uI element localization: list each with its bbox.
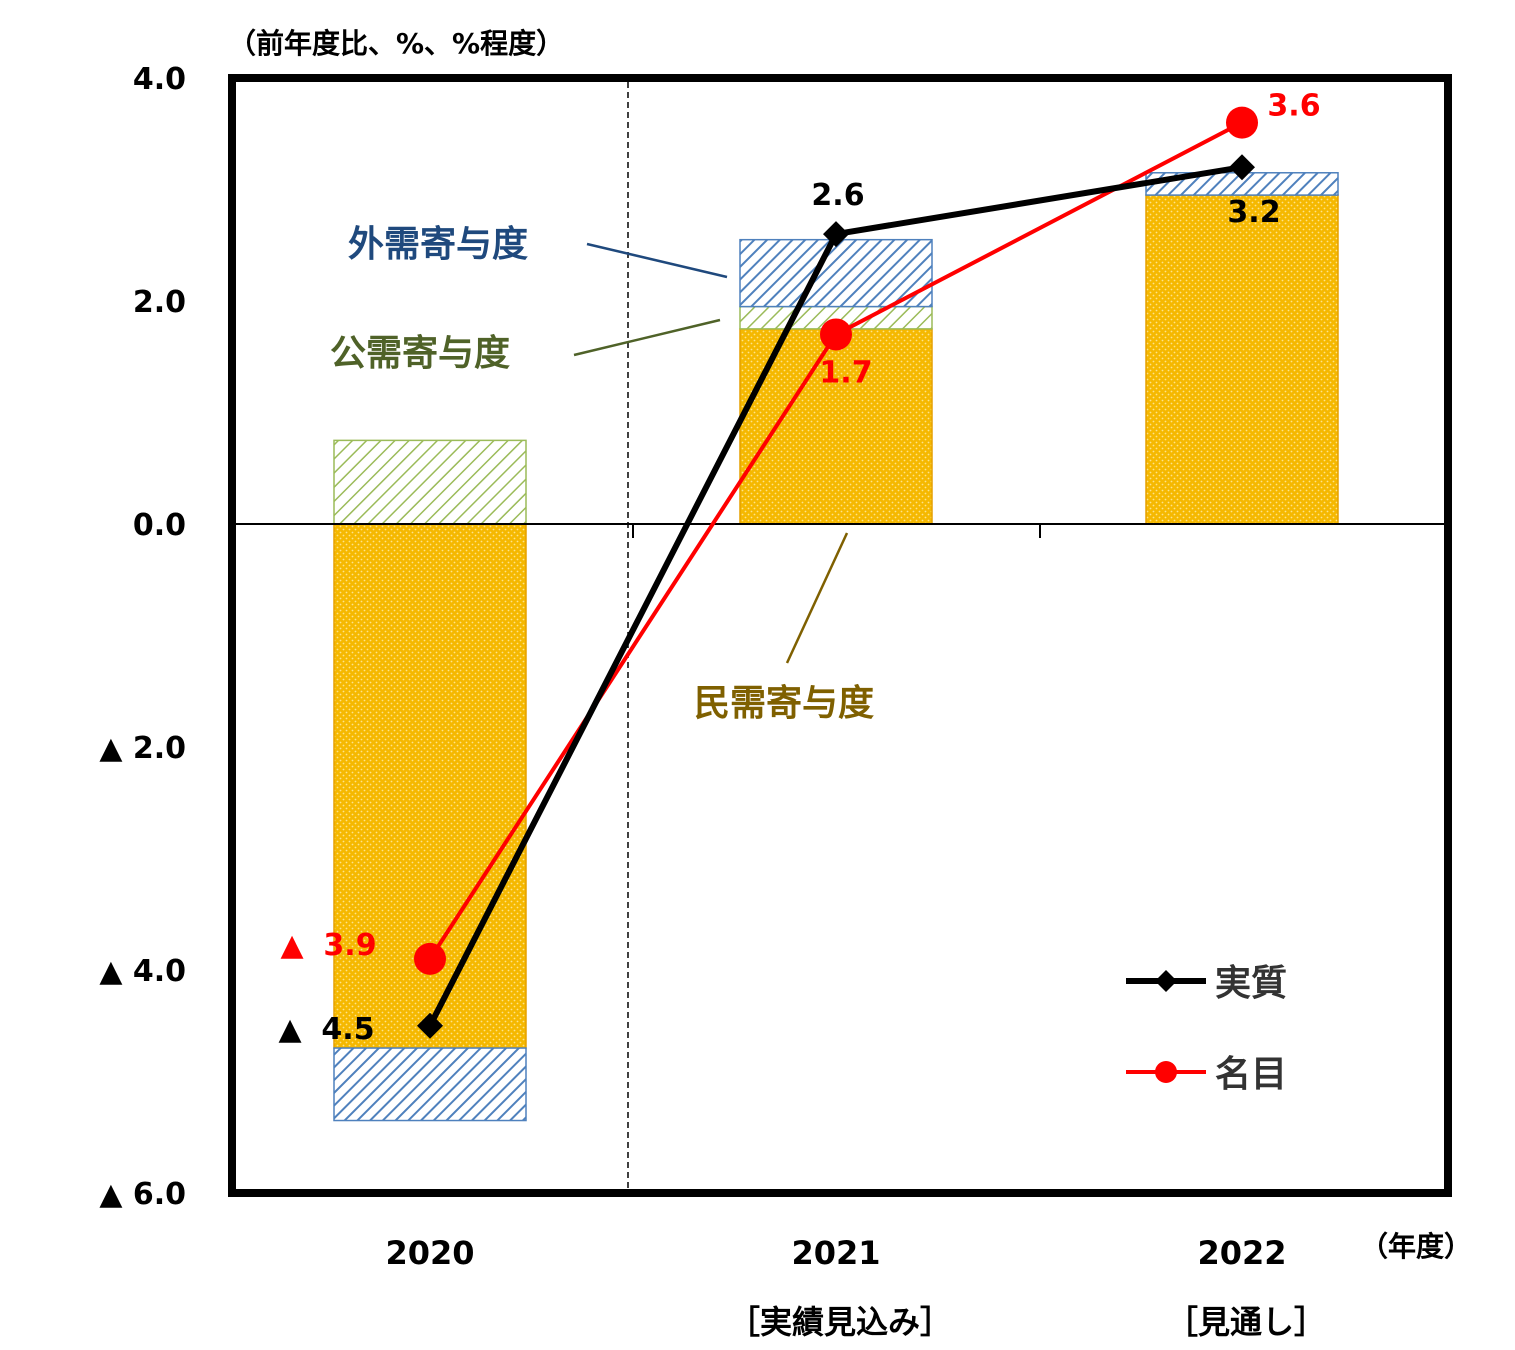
x-unit-label: （年度） bbox=[1360, 1230, 1472, 1263]
x-sublabel-2022: ［見通し］ bbox=[1166, 1303, 1326, 1341]
y-tick-label-3: ▲ 2.0 bbox=[99, 731, 186, 766]
point-real-2020 bbox=[417, 1012, 443, 1039]
annotation-private-arrow bbox=[785, 532, 849, 664]
x-axis-labels: 2020 2021 ［実績見込み］ 2022 ［見通し］ bbox=[385, 1234, 1326, 1341]
bar-private-2022 bbox=[1145, 194, 1339, 525]
legend-real-label: 実質 bbox=[1215, 963, 1287, 1004]
annotations: 外需寄与度 公需寄与度 民需寄与度 bbox=[330, 224, 874, 724]
annotation-external-arrow bbox=[586, 242, 728, 279]
annotation-public-arrow bbox=[573, 318, 721, 357]
label-real-2020: 4.5 bbox=[321, 1012, 374, 1047]
point-nominal-2020 bbox=[414, 942, 446, 975]
y-tick-label-1: 2.0 bbox=[133, 285, 186, 320]
point-nominal-2021 bbox=[820, 318, 852, 351]
point-nominal-2022 bbox=[1226, 106, 1258, 139]
bar-external-2021 bbox=[739, 238, 933, 308]
annotation-private: 民需寄与度 bbox=[694, 683, 874, 724]
y-unit-label: （前年度比、%、%程度） bbox=[228, 27, 564, 60]
label-nominal-2021: 1.7 bbox=[819, 355, 872, 390]
legend-nominal-marker bbox=[1155, 1061, 1177, 1083]
label-nominal-2020: 3.9 bbox=[323, 928, 376, 963]
legend-nominal-label: 名目 bbox=[1215, 1054, 1287, 1095]
y-tick-label-5: ▲ 6.0 bbox=[99, 1177, 186, 1212]
label-real-2022: 3.2 bbox=[1227, 195, 1280, 230]
y-tick-label-4: ▲ 4.0 bbox=[99, 954, 186, 989]
x-tick-label-2020: 2020 bbox=[385, 1234, 474, 1272]
plot-frame bbox=[228, 74, 1452, 1197]
bar-public-2020 bbox=[333, 439, 527, 525]
x-tick-label-2022: 2022 bbox=[1197, 1234, 1286, 1272]
x-tick-label-2021: 2021 bbox=[791, 1234, 880, 1272]
label-nominal-2020-negative-mark: ▲ bbox=[280, 928, 303, 963]
legend-real-marker bbox=[1155, 970, 1177, 992]
data-labels: 4.5 ▲ 2.6 3.2 3.9 ▲ 1.7 3.6 bbox=[278, 89, 1320, 1047]
x-sublabel-2021: ［実績見込み］ bbox=[728, 1303, 952, 1341]
point-real-2021 bbox=[823, 221, 849, 248]
legend: 実質 名目 bbox=[1126, 963, 1287, 1095]
annotation-external: 外需寄与度 bbox=[348, 224, 528, 265]
y-axis-ticks: 4.0 2.0 0.0 ▲ 2.0 ▲ 4.0 ▲ 6.0 bbox=[99, 62, 186, 1212]
y-tick-label-0: 4.0 bbox=[133, 62, 186, 97]
line-series bbox=[414, 106, 1258, 1039]
bars bbox=[333, 172, 1339, 1122]
y-tick-label-2: 0.0 bbox=[133, 508, 186, 543]
point-real-2022 bbox=[1229, 154, 1255, 181]
bar-external-2020 bbox=[333, 1047, 527, 1122]
label-real-2021: 2.6 bbox=[811, 178, 864, 213]
label-nominal-2022: 3.6 bbox=[1267, 89, 1320, 124]
annotation-public: 公需寄与度 bbox=[330, 333, 510, 374]
label-real-2020-negative-mark: ▲ bbox=[278, 1012, 301, 1047]
